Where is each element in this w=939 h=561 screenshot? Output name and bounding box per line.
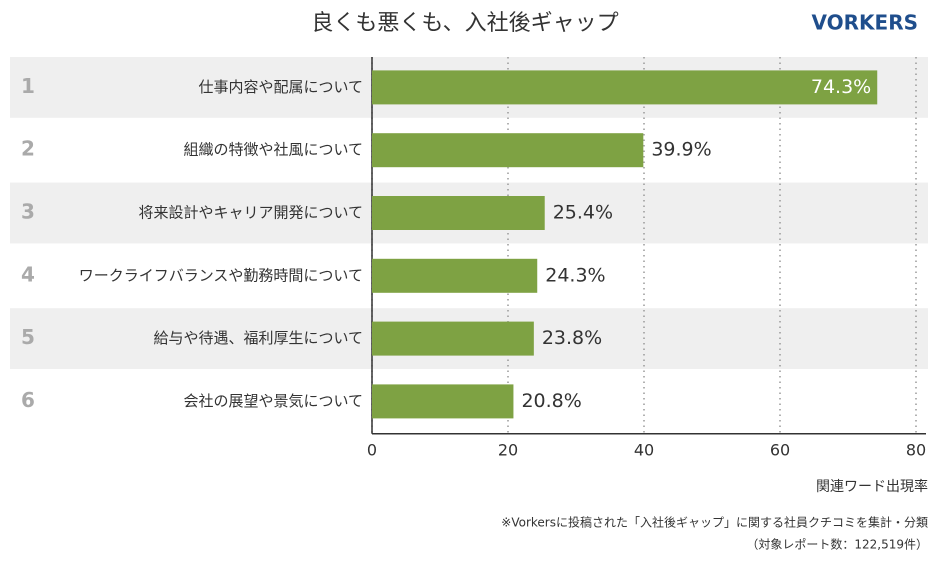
x-axis-label: 関連ワード出現率 [816, 478, 928, 495]
rank-label: 6 [21, 388, 35, 412]
x-tick-label: 80 [906, 440, 926, 459]
rank-label: 2 [21, 137, 35, 161]
category-label: 会社の展望や景気について [183, 392, 363, 410]
category-label: 将来設計やキャリア開発について [138, 204, 363, 222]
value-label: 20.8% [521, 390, 581, 412]
x-tick-label: 40 [634, 440, 654, 459]
value-label: 39.9% [651, 139, 711, 161]
rank-label: 4 [21, 262, 35, 286]
rank-label: 3 [21, 200, 35, 224]
value-label: 25.4% [553, 202, 613, 224]
x-tick-label: 0 [367, 440, 377, 459]
category-label: ワークライフバランスや勤務時間について [79, 266, 363, 284]
rank-label: 1 [21, 74, 35, 98]
rank-label: 5 [21, 325, 35, 349]
note: ※Vorkersに投稿された「入社後ギャップ」に関する社員クチコミを集計・分類 [501, 515, 928, 530]
category-label: 給与や待遇、福利厚生について [153, 329, 363, 347]
value-label: 74.3% [811, 76, 871, 98]
x-tick-label: 20 [498, 440, 518, 459]
category-label: 組織の特徴や社風について [183, 141, 363, 159]
bar [372, 258, 538, 293]
chart-title: 良くも悪くも、入社後ギャップ [311, 11, 618, 36]
note: （対象レポート数：122,519件） [746, 537, 928, 552]
logo: VORKERS [812, 11, 919, 35]
bar [372, 384, 514, 419]
x-tick-label: 60 [770, 440, 790, 459]
value-label: 23.8% [542, 327, 602, 349]
category-label: 仕事内容や配属について [198, 78, 363, 96]
bar [372, 70, 878, 105]
bar [372, 321, 534, 356]
bar [372, 196, 545, 230]
bar [372, 133, 644, 168]
value-label: 24.3% [545, 264, 605, 286]
